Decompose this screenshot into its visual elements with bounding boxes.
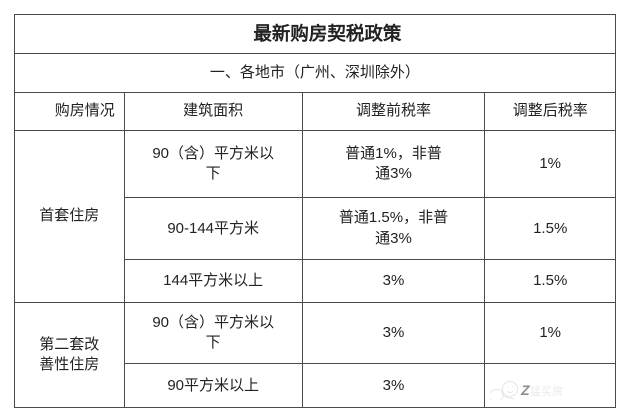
svg-text:Z: Z bbox=[520, 382, 530, 398]
svg-text:猛买房: 猛买房 bbox=[530, 385, 563, 398]
